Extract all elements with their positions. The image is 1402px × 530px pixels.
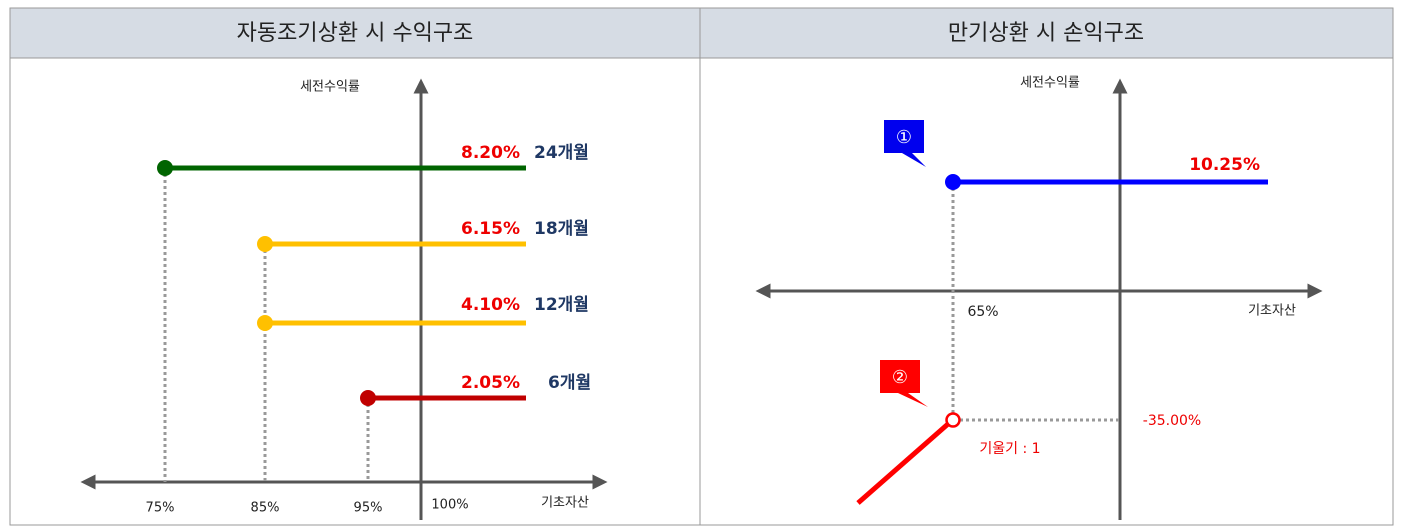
guides: [951, 182, 1120, 422]
axis-label: 세전수익률: [1020, 76, 1080, 91]
x-tick-label: 85%: [251, 501, 280, 516]
callout: [880, 360, 928, 407]
x-tick-label: 95%: [354, 501, 383, 516]
panel-title: 자동조기상환 시 수익구조: [237, 21, 474, 46]
panel-title: 만기상환 시 손익구조: [948, 21, 1144, 46]
rate: -35.00%: [1143, 413, 1201, 429]
header: [699, 7, 1394, 59]
dot: [257, 315, 273, 331]
period: 18개월: [534, 219, 589, 239]
period: 6개월: [548, 373, 591, 393]
axis-label: 기초자산: [541, 496, 589, 511]
header: [9, 7, 701, 59]
payoff-line: [856, 422, 950, 505]
right-panel: 세전수익률 기초자산 ① ② 10.25% 65% -35.00% 기울기 : …: [755, 76, 1323, 520]
rate: 8.20%: [461, 143, 520, 163]
period: 24개월: [534, 143, 589, 163]
x-tick-label: 100%: [431, 498, 468, 513]
left-panel: 세전수익률 기초자산 8.20% 24개월 6.15% 18개월 4.10% 1…: [80, 78, 608, 520]
period: 12개월: [534, 295, 589, 315]
x-tick-label: 75%: [146, 501, 175, 516]
callout-label: ②: [892, 367, 908, 388]
guides: [163, 168, 370, 482]
open-dot: [945, 412, 961, 428]
frame: [9, 7, 1394, 526]
dot: [945, 174, 961, 190]
x-tick-label: 65%: [967, 304, 998, 320]
rate: 4.10%: [461, 295, 520, 315]
callout: [884, 120, 926, 167]
rate: 10.25%: [1189, 155, 1260, 175]
rate: 2.05%: [461, 373, 520, 393]
axis-label: 기초자산: [1248, 304, 1296, 319]
dot: [257, 236, 273, 252]
rate: 6.15%: [461, 219, 520, 239]
dot: [360, 390, 376, 406]
slope-label: 기울기 : 1: [979, 441, 1040, 457]
axis-label: 세전수익률: [300, 80, 360, 95]
dot: [157, 160, 173, 176]
callout-label: ①: [896, 127, 912, 148]
